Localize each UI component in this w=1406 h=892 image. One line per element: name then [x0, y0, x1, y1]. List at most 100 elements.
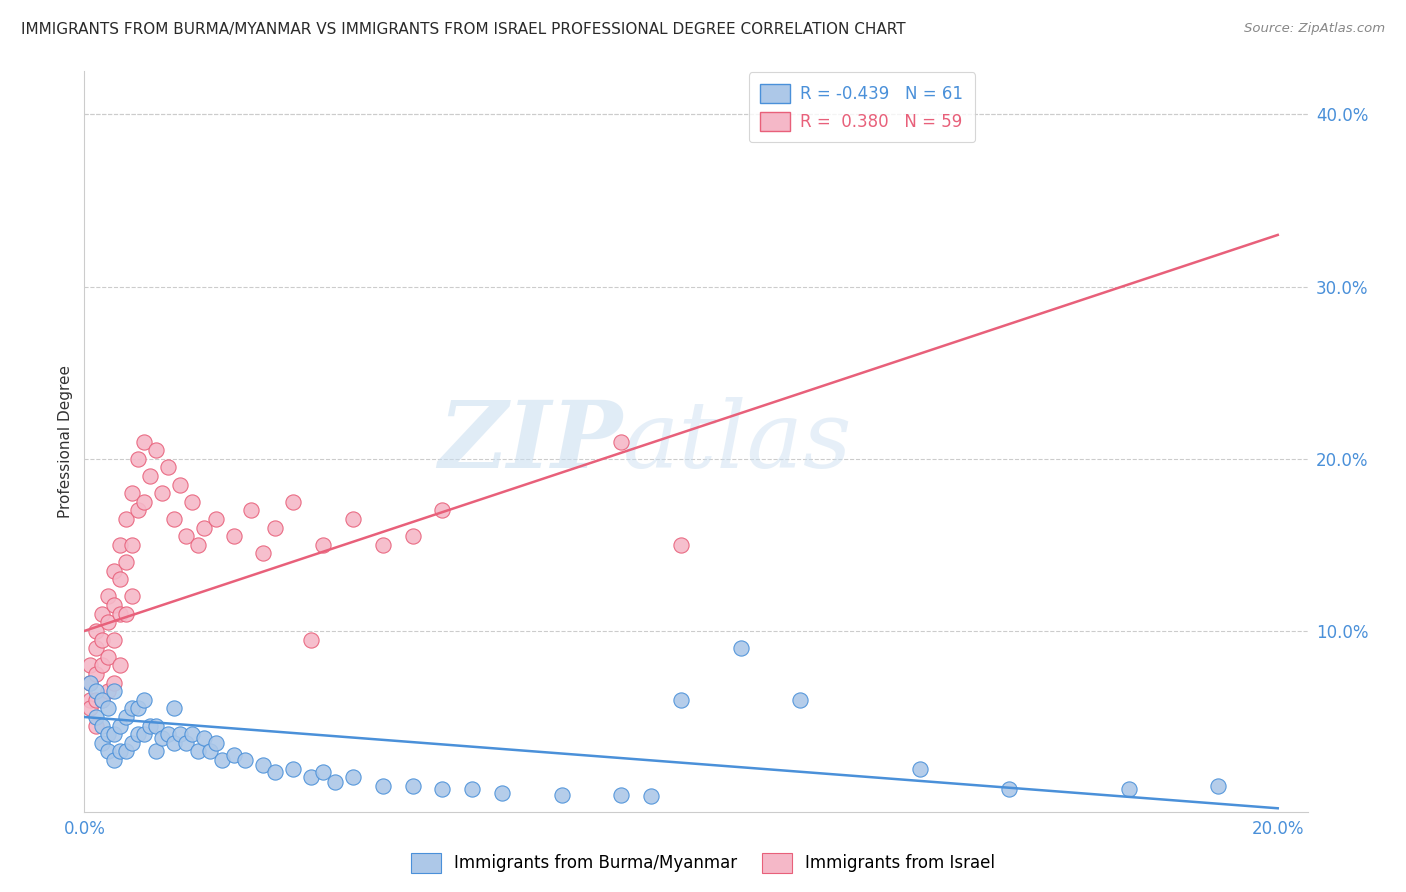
Point: [264, 765, 287, 780]
Point: [79, 675, 101, 690]
Legend: R = -0.439   N = 61, R =  0.380   N = 59: R = -0.439 N = 61, R = 0.380 N = 59: [749, 72, 976, 143]
Point: [127, 451, 149, 466]
Point: [108, 658, 131, 673]
Point: [371, 779, 394, 793]
Point: [401, 779, 423, 793]
Point: [132, 727, 155, 741]
Point: [97, 649, 120, 664]
Point: [84, 641, 107, 656]
Point: [79, 701, 101, 715]
Point: [222, 747, 245, 762]
Point: [610, 434, 633, 449]
Point: [156, 727, 179, 741]
Point: [180, 727, 202, 741]
Point: [283, 762, 305, 776]
Point: [103, 727, 125, 741]
Point: [127, 503, 149, 517]
Point: [371, 538, 394, 552]
Point: [115, 744, 138, 758]
Point: [79, 675, 101, 690]
Point: [204, 512, 226, 526]
Point: [84, 710, 107, 724]
Point: [139, 469, 162, 483]
Point: [789, 693, 811, 707]
Point: [97, 744, 120, 758]
Point: [150, 486, 173, 500]
Point: [121, 701, 143, 715]
Point: [669, 538, 692, 552]
Point: [84, 667, 107, 681]
Point: [97, 727, 120, 741]
Point: [169, 727, 191, 741]
Point: [1206, 779, 1229, 793]
Point: [115, 607, 138, 621]
Point: [187, 744, 209, 758]
Point: [193, 731, 215, 745]
Point: [91, 658, 114, 673]
Point: [180, 495, 202, 509]
Point: [91, 693, 114, 707]
Point: [84, 693, 107, 707]
Point: [103, 632, 125, 647]
Point: [252, 758, 274, 772]
Point: [127, 727, 149, 741]
Point: [169, 477, 191, 491]
Point: [145, 744, 167, 758]
Point: [222, 529, 245, 543]
Point: [115, 710, 138, 724]
Point: [121, 590, 143, 604]
Text: atlas: atlas: [623, 397, 852, 486]
Point: [193, 521, 215, 535]
Point: [132, 693, 155, 707]
Point: [198, 744, 221, 758]
Y-axis label: Professional Degree: Professional Degree: [58, 365, 73, 518]
Legend: Immigrants from Burma/Myanmar, Immigrants from Israel: Immigrants from Burma/Myanmar, Immigrant…: [404, 847, 1002, 880]
Point: [730, 641, 752, 656]
Point: [97, 590, 120, 604]
Point: [108, 538, 131, 552]
Point: [108, 607, 131, 621]
Point: [299, 770, 322, 784]
Point: [103, 675, 125, 690]
Point: [610, 788, 633, 802]
Point: [342, 770, 364, 784]
Point: [115, 512, 138, 526]
Text: ZIP: ZIP: [439, 397, 623, 486]
Point: [103, 684, 125, 698]
Point: [312, 765, 335, 780]
Point: [252, 546, 274, 560]
Point: [461, 782, 484, 797]
Point: [91, 718, 114, 732]
Point: [432, 503, 454, 517]
Point: [491, 786, 513, 800]
Point: [163, 512, 186, 526]
Point: [121, 736, 143, 750]
Point: [97, 615, 120, 630]
Point: [551, 788, 574, 802]
Point: [103, 564, 125, 578]
Text: IMMIGRANTS FROM BURMA/MYANMAR VS IMMIGRANTS FROM ISRAEL PROFESSIONAL DEGREE CORR: IMMIGRANTS FROM BURMA/MYANMAR VS IMMIGRA…: [21, 22, 905, 37]
Point: [432, 782, 454, 797]
Point: [91, 607, 114, 621]
Point: [108, 744, 131, 758]
Point: [998, 782, 1021, 797]
Point: [132, 434, 155, 449]
Point: [97, 701, 120, 715]
Point: [323, 775, 346, 789]
Point: [121, 486, 143, 500]
Point: [145, 443, 167, 458]
Point: [150, 731, 173, 745]
Point: [103, 598, 125, 612]
Point: [174, 529, 197, 543]
Point: [103, 753, 125, 767]
Point: [342, 512, 364, 526]
Point: [235, 753, 257, 767]
Point: [121, 538, 143, 552]
Point: [299, 632, 322, 647]
Point: [163, 701, 186, 715]
Point: [908, 762, 931, 776]
Text: Source: ZipAtlas.com: Source: ZipAtlas.com: [1244, 22, 1385, 36]
Point: [163, 736, 186, 750]
Point: [132, 495, 155, 509]
Point: [283, 495, 305, 509]
